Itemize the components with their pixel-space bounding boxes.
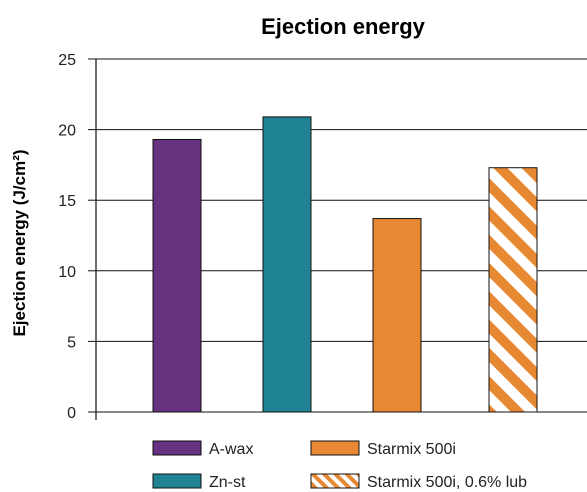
chart-title: Ejection energy [261, 14, 426, 39]
legend-label: Starmix 500i [367, 441, 456, 458]
y-tick-label: 15 [58, 193, 76, 210]
bar-a-wax [152, 138, 202, 413]
legend-label: Zn-st [209, 474, 246, 491]
y-tick-label: 0 [67, 405, 76, 422]
y-axis-label: Ejection energy (J/cm²) [10, 149, 29, 336]
legend-swatch [152, 473, 202, 489]
y-axis-ticks: 0 5 10 15 20 25 [58, 52, 96, 422]
bar-starmix-500i [372, 218, 422, 413]
legend-swatch [310, 440, 360, 456]
y-tick-label: 20 [58, 123, 76, 140]
legend-swatch [310, 473, 360, 489]
bar-starmix-500i-0-6-lub [488, 167, 538, 413]
y-tick-label: 25 [58, 52, 76, 69]
y-tick-label: 10 [58, 264, 76, 281]
bar-zn-st [262, 116, 312, 413]
bars [152, 116, 538, 413]
legend-swatch [152, 440, 202, 456]
legend-label: Starmix 500i, 0.6% lub [367, 474, 527, 491]
y-tick-label: 5 [67, 334, 76, 351]
legend-label: A-wax [209, 441, 253, 458]
legend: A-wax Starmix 500i Zn-st Starmix 500i, 0.6%… [152, 440, 527, 491]
